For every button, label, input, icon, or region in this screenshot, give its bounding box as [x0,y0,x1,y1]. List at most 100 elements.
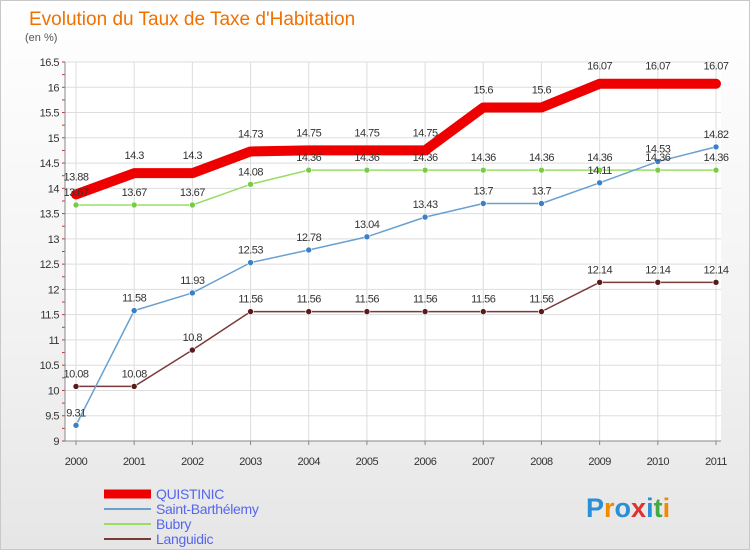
data-label: 15.6 [532,84,552,96]
data-label: 9.31 [66,407,86,419]
data-label: 13.43 [413,199,438,211]
y-tick-label: 14 [48,183,60,195]
x-tick-label: 2002 [181,456,204,468]
data-label: 14.75 [296,127,321,139]
plot-area [65,62,721,441]
y-tick-label: 11 [49,335,60,347]
data-point [305,166,313,174]
data-point [189,346,196,354]
data-point [421,308,429,315]
data-point [538,200,545,207]
x-tick-label: 2010 [647,456,670,468]
data-point [247,308,254,315]
y-tick-label: 10 [48,385,60,397]
data-point [712,279,720,286]
data-label: 10.08 [122,368,147,380]
data-point [72,201,80,209]
data-label: 12.53 [238,245,263,257]
data-point [130,201,138,209]
data-point [363,233,371,241]
data-label: 13.04 [354,219,379,231]
legend-label: Saint-Barthélemy [156,501,259,517]
y-tick-label: 14.5 [40,158,60,170]
data-point [130,383,138,390]
series-line-quistinic [71,78,721,200]
data-label: 16.07 [703,61,728,73]
data-label: 14.3 [183,150,203,162]
data-label: 11.58 [122,293,147,305]
y-tick-label: 15.5 [40,108,60,120]
x-tick-label: 2009 [588,456,611,468]
data-label: 11.56 [413,294,438,306]
x-tick-label: 2007 [472,456,495,468]
data-label: 14.36 [354,152,379,164]
data-point [247,259,254,266]
y-tick-label: 10.5 [40,360,60,372]
data-label: 16.07 [587,61,612,73]
data-label: 14.75 [354,127,379,139]
data-label: 14.36 [703,152,728,164]
data-label: 11.56 [471,294,496,306]
data-point [538,166,545,174]
x-tick-label: 2004 [297,456,320,468]
x-tick-label: 2011 [705,456,727,468]
data-label: 12.78 [296,232,321,244]
data-label: 14.36 [529,152,554,164]
data-label: 15.6 [474,84,494,96]
data-label: 11.93 [180,275,205,287]
data-point [363,166,371,174]
legend-label: QUISTINIC [156,486,224,502]
legend-label: Languidic [156,531,214,547]
data-label: 14.82 [703,129,728,141]
chart-title: Evolution du Taux de Taxe d'Habitation [29,9,355,30]
y-tick-label: 15 [48,133,60,145]
data-point [421,213,429,221]
data-label: 11.56 [297,294,322,306]
data-point [363,308,371,315]
data-label: 14.36 [587,152,612,164]
data-point [596,179,603,187]
unit-label: (en %) [25,32,57,44]
data-label: 13.67 [180,187,205,199]
data-label: 11.56 [529,294,554,306]
x-tick-label: 2000 [65,456,88,468]
data-point [72,422,80,429]
data-point [421,166,429,174]
data-point [596,279,603,286]
data-point [305,246,313,254]
data-point [305,308,313,315]
data-label: 10.8 [183,332,203,344]
data-label: 10.08 [63,368,88,380]
data-label: 14.36 [413,152,438,164]
x-tick-label: 2008 [530,456,553,468]
y-tick-label: 16.5 [40,57,60,69]
data-label: 13.67 [63,187,88,199]
data-label: 13.88 [63,171,88,183]
data-point [479,308,487,315]
series-line-languidic [75,281,717,388]
y-tick-label: 13.5 [40,209,60,221]
data-label: 11.56 [355,294,380,306]
data-point [247,180,254,188]
data-label: 12.14 [645,264,670,276]
data-point [596,166,603,174]
data-label: 14.75 [413,127,438,139]
series-line-saint-barth-lemy [75,146,717,427]
data-label: 14.36 [645,152,670,164]
data-label: 11.56 [238,294,263,306]
data-label: 13.7 [532,185,552,197]
data-point [72,383,80,390]
legend-label: Bubry [156,516,191,532]
y-tick-label: 9.5 [45,411,59,423]
series-line-bubry [75,169,717,206]
data-point [130,307,138,314]
proxiti-logo: Proxiti [586,493,670,523]
data-point [189,201,196,209]
data-point [479,200,487,207]
y-tick-label: 9 [53,436,59,448]
data-point [712,143,720,151]
y-tick-label: 12 [48,284,60,296]
data-point [654,279,662,286]
